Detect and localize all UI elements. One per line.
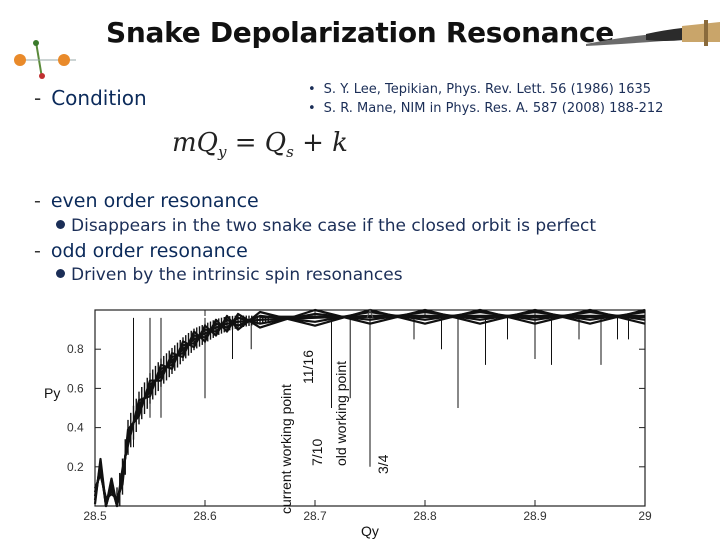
particle-logo-icon: [14, 40, 76, 79]
condition-heading: - Condition: [34, 86, 147, 110]
x-tick-label: 28.8: [413, 509, 437, 523]
even-order-label: even order resonance: [50, 190, 259, 212]
bullet-dot-icon: [56, 220, 65, 229]
formula-q2: Q: [264, 128, 287, 158]
references-list: • S. Y. Lee, Tepikian, Phys. Rev. Lett. 5…: [308, 80, 663, 118]
bullet-marker: •: [308, 82, 316, 97]
y-tick-label: 0.2: [67, 460, 84, 474]
odd-order-label: odd order resonance: [50, 240, 248, 262]
dash-marker: -: [34, 240, 41, 262]
slide-title: Snake Depolarization Resonance: [106, 16, 614, 49]
chart-annotation: old working point: [333, 361, 349, 466]
x-tick-label: 29: [638, 509, 652, 523]
x-tick-label: 28.5: [83, 509, 107, 523]
marker-bump: [366, 308, 374, 319]
chart-annotation: 3/4: [375, 454, 391, 474]
reference-item: • S. Y. Lee, Tepikian, Phys. Rev. Lett. 5…: [308, 80, 663, 99]
x-axis-label: Qy: [361, 523, 379, 539]
x-tick-label: 28.9: [523, 509, 547, 523]
bullet-dot-icon: [56, 269, 65, 278]
formula-q: Q: [196, 128, 218, 158]
odd-order-detail: Driven by the intrinsic spin resonances: [56, 265, 403, 285]
odd-order-detail-text: Driven by the intrinsic spin resonances: [71, 265, 403, 285]
polarization-chart: 28.5 28.6 28.7 28.8 28.9 29 0.2 0.4 0.6 0.8 Qy Py cu…: [44, 308, 652, 539]
formula-equals: =: [226, 128, 265, 158]
x-tick-label: 28.7: [303, 509, 327, 523]
x-tick-label: 28.6: [193, 509, 217, 523]
odd-order-heading: - odd order resonance: [34, 240, 248, 262]
y-axis-label: Py: [44, 385, 60, 401]
reference-text: S. R. Mane, NIM in Phys. Res. A. 587 (20…: [323, 101, 664, 116]
y-tick-label: 0.8: [67, 342, 84, 356]
dash-marker: -: [34, 86, 42, 110]
chart-annotation: 11/16: [300, 350, 316, 384]
y-tick-label: 0.4: [67, 421, 84, 435]
chart-annotation: current working point: [278, 384, 294, 514]
condition-label: Condition: [51, 86, 147, 110]
formula-plus-k: + k: [293, 128, 348, 158]
resonance-formula: mQy = Qs + k: [172, 128, 348, 161]
reference-item: • S. R. Mane, NIM in Phys. Res. A. 587 (2…: [308, 99, 663, 118]
even-order-heading: - even order resonance: [34, 190, 259, 212]
bullet-marker: •: [308, 101, 316, 116]
formula-s-sub: s: [286, 143, 294, 162]
formula-m: m: [172, 128, 197, 158]
even-order-detail-text: Disappears in the two snake case if the …: [71, 216, 597, 236]
even-order-detail: Disappears in the two snake case if the …: [56, 216, 596, 236]
brush-decoration-icon: [586, 20, 720, 46]
formula-y-sub: y: [217, 143, 227, 162]
chart-annotation: 7/10: [309, 439, 325, 466]
reference-text: S. Y. Lee, Tepikian, Phys. Rev. Lett. 56…: [323, 82, 652, 97]
y-tick-label: 0.6: [67, 381, 84, 395]
dash-marker: -: [34, 190, 41, 212]
